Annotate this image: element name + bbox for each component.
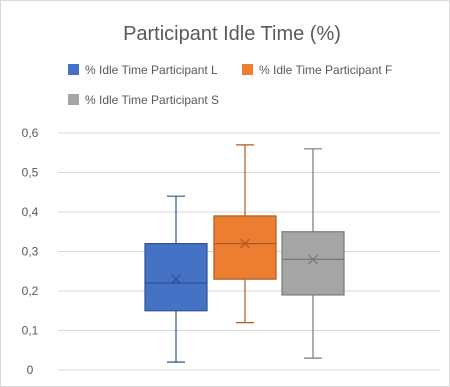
y-tick-label: 0,5	[22, 166, 39, 180]
chart-title: Participant Idle Time (%)	[123, 23, 341, 45]
mean-stroke	[171, 274, 181, 285]
iqr-box	[281, 231, 345, 296]
iqr-box	[144, 243, 208, 312]
mean-marker	[308, 254, 318, 265]
y-tick-label: 0	[27, 363, 34, 377]
legend-swatch	[68, 64, 79, 75]
legend-swatch	[68, 94, 79, 105]
plot-area	[144, 144, 345, 363]
iqr-box	[213, 215, 277, 280]
y-tick-label: 0,4	[22, 205, 39, 219]
gridlines	[58, 132, 440, 371]
legend: % Idle Time Participant L % Idle Time Pa…	[68, 63, 392, 107]
legend-item-participant-f: % Idle Time Participant F	[242, 63, 392, 77]
y-tick-label: 0,2	[22, 284, 39, 298]
legend-swatch	[242, 64, 253, 75]
legend-item-participant-s: % Idle Time Participant S	[68, 93, 219, 107]
legend-label: % Idle Time Participant F	[259, 63, 392, 77]
mean-marker	[171, 274, 181, 285]
box-2	[213, 144, 277, 324]
mean-stroke	[308, 254, 318, 265]
mean-marker	[240, 238, 250, 249]
box-1	[144, 195, 208, 363]
y-tick-label: 0,3	[22, 245, 39, 259]
mean-stroke	[240, 238, 250, 249]
legend-item-participant-l: % Idle Time Participant L	[68, 63, 218, 77]
legend-label: % Idle Time Participant S	[85, 93, 219, 107]
y-axis: 0 0,1 0,2 0,3 0,4 0,5 0,6	[22, 126, 39, 377]
y-tick-label: 0,1	[22, 324, 39, 338]
legend-label: % Idle Time Participant L	[85, 63, 218, 77]
y-tick-label: 0,6	[22, 126, 39, 140]
box-3	[281, 148, 345, 359]
